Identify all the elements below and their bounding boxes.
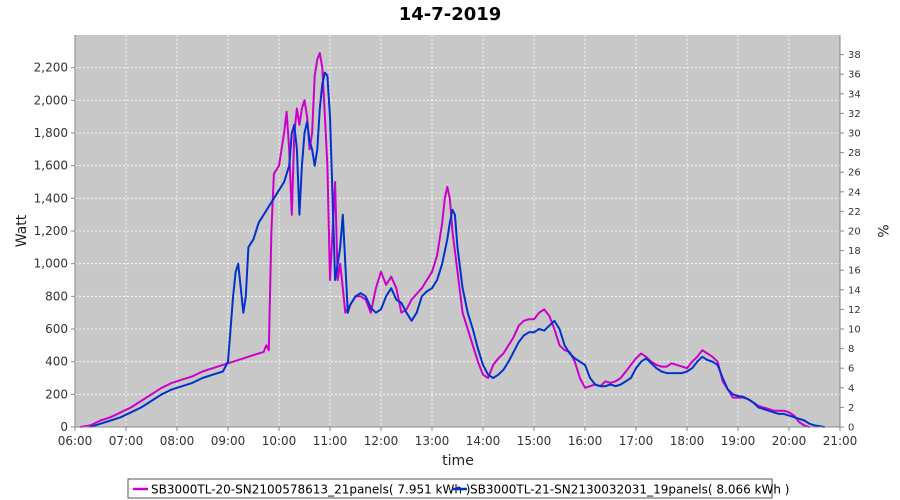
- y-tick-label: 1,600: [34, 159, 68, 173]
- series-line-2: [89, 71, 825, 428]
- y2-tick-label: 20: [848, 227, 861, 238]
- y-tick-label: 1,400: [34, 191, 68, 205]
- x-tick-label: 08:00: [160, 434, 195, 448]
- x-tick-label: 16:00: [568, 434, 603, 448]
- x-tick-label: 20:00: [772, 434, 807, 448]
- y2-tick-label: 32: [848, 109, 861, 120]
- legend-box: [127, 478, 773, 499]
- plot-area: [75, 35, 840, 427]
- y-tick-label: 2,200: [34, 61, 68, 75]
- legend: SB3000TL-20-SN2100578613_21panels( 7.951…: [127, 478, 789, 499]
- x-tick-label: 07:00: [109, 434, 144, 448]
- y-tick-label: 200: [45, 387, 68, 401]
- x-axis-title: time: [442, 453, 474, 469]
- y2-axis-title: %: [874, 224, 890, 237]
- y2-tick-label: 18: [848, 246, 861, 257]
- y2-tick-label: 36: [848, 70, 861, 81]
- x-tick-label: 10:00: [262, 434, 297, 448]
- y-tick-label: 1,200: [34, 224, 68, 238]
- y-tick-label: 0: [60, 420, 68, 434]
- y2-tick-label: 4: [848, 383, 854, 394]
- y2-tick-label: 12: [848, 305, 861, 316]
- y2-tick-label: 6: [848, 364, 854, 375]
- y2-tick-label: 34: [848, 89, 861, 100]
- y2-tick-label: 24: [848, 187, 861, 198]
- series-group: [79, 52, 825, 428]
- x-axis-ticks: 06:00 07:00 08:00 09:00 10:00 11:00 12:00 13:00…: [58, 427, 858, 448]
- x-tick-label: 06:00: [58, 434, 93, 448]
- y2-tick-label: 0: [848, 423, 854, 434]
- x-tick-label: 11:00: [313, 434, 348, 448]
- y2-tick-label: 16: [848, 266, 861, 277]
- y-axis-ticks: 0 200 400 600 800 1,000 1,200 1,400 1,600 1,800 2,…: [34, 61, 75, 434]
- y-tick-label: 1,000: [34, 257, 68, 271]
- x-tick-label: 21:00: [823, 434, 858, 448]
- y2-tick-label: 2: [848, 403, 854, 414]
- y2-tick-label: 38: [848, 50, 861, 61]
- x-tick-label: 09:00: [211, 434, 246, 448]
- x-tick-label: 18:00: [670, 434, 705, 448]
- series-line-1: [79, 52, 810, 428]
- y2-tick-label: 22: [848, 207, 861, 218]
- x-tick-label: 19:00: [721, 434, 756, 448]
- x-tick-label: 15:00: [517, 434, 552, 448]
- y-tick-label: 2,000: [34, 93, 68, 107]
- y2-tick-label: 10: [848, 325, 861, 336]
- x-tick-label: 13:00: [415, 434, 450, 448]
- y-tick-label: 600: [45, 322, 68, 336]
- y2-tick-label: 8: [848, 344, 854, 355]
- y-tick-label: 1,800: [34, 126, 68, 140]
- y2-tick-label: 26: [848, 168, 861, 179]
- y2-tick-label: 30: [848, 129, 861, 140]
- x-tick-label: 14:00: [466, 434, 501, 448]
- x-tick-label: 12:00: [364, 434, 399, 448]
- y2-tick-label: 14: [848, 285, 861, 296]
- legend-label-series-1: SB3000TL-20-SN2100578613_21panels( 7.951…: [151, 483, 470, 497]
- legend-label-series-2: SB3000TL-21-SN2130032031_19panels( 8.066…: [470, 483, 789, 497]
- y2-tick-label: 28: [848, 148, 861, 159]
- y-tick-label: 800: [45, 289, 68, 303]
- x-tick-label: 17:00: [619, 434, 654, 448]
- y-axis-title: Watt: [14, 214, 30, 247]
- y-tick-label: 400: [45, 355, 68, 369]
- chart-title: 14-7-2019: [399, 4, 502, 25]
